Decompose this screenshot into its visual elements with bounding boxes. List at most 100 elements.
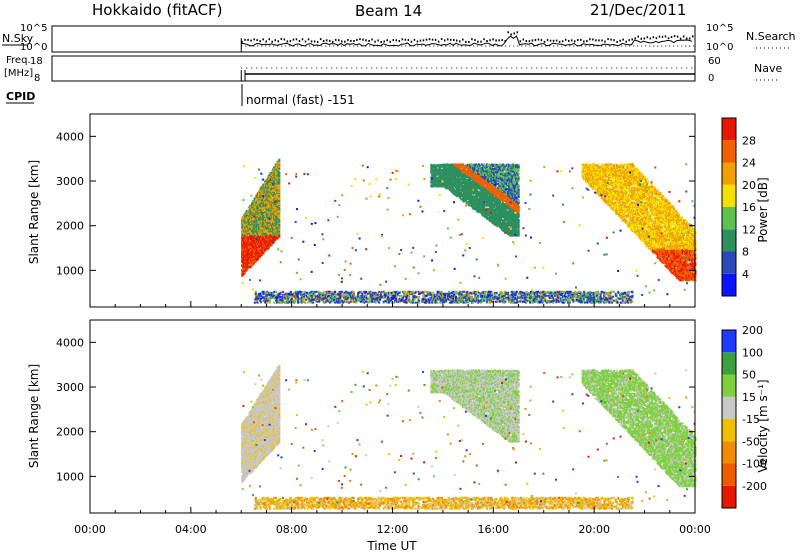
echo-point [256, 39, 258, 42]
echo-point [487, 207, 490, 210]
echo-point [492, 173, 495, 176]
echo-point [583, 40, 585, 43]
echo-point [322, 40, 325, 43]
echo-point [477, 40, 479, 43]
echo-point [501, 169, 504, 172]
echo-point [570, 39, 573, 42]
echo-point [465, 183, 468, 186]
nsky-panel: N.Sky 10^5 10^0 10^5 10^0 N.Search [2, 23, 796, 53]
echo-point [469, 176, 472, 179]
echo-point [276, 221, 279, 224]
echo-point [483, 38, 485, 41]
echo-point [443, 176, 446, 179]
echo-point [278, 233, 281, 236]
echo-point [435, 176, 438, 179]
echo-point [459, 194, 462, 197]
echo-point [374, 40, 376, 43]
echo-point [477, 193, 480, 196]
echo-point [499, 199, 502, 202]
echo-point [452, 174, 455, 177]
echo-point [519, 40, 522, 43]
echo-point [289, 40, 292, 43]
echo-point [507, 31, 509, 34]
echo-point [634, 37, 636, 40]
echo-point [490, 207, 493, 210]
echo-point [265, 204, 268, 207]
echo-point [422, 39, 425, 42]
nsky-tick-bottom: 10^0 [20, 42, 47, 53]
echo-point [265, 40, 267, 43]
echo-point [685, 37, 688, 40]
echo-point [495, 200, 498, 203]
echo-point [377, 39, 379, 42]
freq-label-line1: Freq. [6, 55, 31, 66]
echo-point [268, 233, 271, 236]
echo-point [470, 178, 473, 181]
echo-point [371, 38, 373, 41]
echo-point [353, 40, 355, 43]
cpid-text: normal (fast) -151 [246, 93, 355, 107]
echo-point [485, 182, 488, 185]
echo-point [274, 163, 277, 166]
nave-tick-top: 60 [708, 56, 721, 67]
echo-point [446, 38, 449, 41]
echo-point [537, 38, 540, 41]
echo-point [577, 39, 579, 42]
echo-point [253, 38, 255, 41]
echo-point [504, 40, 506, 43]
nsearch-tick-bottom: 10^0 [706, 42, 733, 53]
echo-point [241, 40, 243, 43]
echo-point [380, 40, 382, 43]
echo-point [567, 39, 570, 42]
echo-point [488, 205, 491, 208]
echo-point [655, 37, 658, 40]
freq-tick-bottom: 8 [34, 73, 40, 84]
echo-point [610, 38, 612, 41]
echo-point [251, 213, 254, 216]
echo-point [552, 39, 555, 42]
echo-point [362, 38, 364, 41]
nsky-tick-top: 10^5 [20, 23, 47, 34]
echo-point [477, 198, 480, 201]
echo-point [673, 35, 676, 38]
echo-point [477, 163, 480, 166]
echo-point [443, 39, 446, 42]
echo-point [269, 172, 272, 175]
echo-point [451, 189, 454, 192]
echo-point [277, 40, 280, 43]
echo-point [487, 163, 490, 166]
echo-point [407, 38, 410, 41]
echo-point [273, 166, 276, 169]
echo-point [425, 38, 428, 41]
echo-point [413, 38, 416, 41]
echo-point [278, 195, 281, 198]
echo-point [464, 170, 467, 173]
echo-point [250, 39, 252, 42]
echo-point [251, 218, 254, 221]
echo-point [259, 40, 261, 43]
echo-point [243, 272, 246, 275]
echo-point [477, 181, 480, 184]
echo-point [472, 165, 475, 168]
echo-point [479, 191, 482, 194]
echo-point [492, 171, 495, 174]
echo-point [278, 213, 281, 216]
echo-point [449, 187, 452, 190]
echo-point [487, 183, 490, 186]
echo-point [496, 214, 499, 217]
echo-point [616, 40, 618, 43]
echo-point [478, 182, 481, 185]
echo-point [258, 246, 261, 249]
echo-point [546, 39, 549, 42]
echo-point [497, 164, 500, 167]
echo-point [561, 40, 564, 43]
echo-point [404, 38, 407, 41]
echo-point [474, 192, 477, 195]
echo-point [273, 192, 276, 195]
echo-point [499, 201, 502, 204]
echo-point [458, 182, 461, 185]
echo-point [265, 216, 268, 219]
echo-point [277, 170, 280, 173]
echo-point [278, 230, 281, 233]
